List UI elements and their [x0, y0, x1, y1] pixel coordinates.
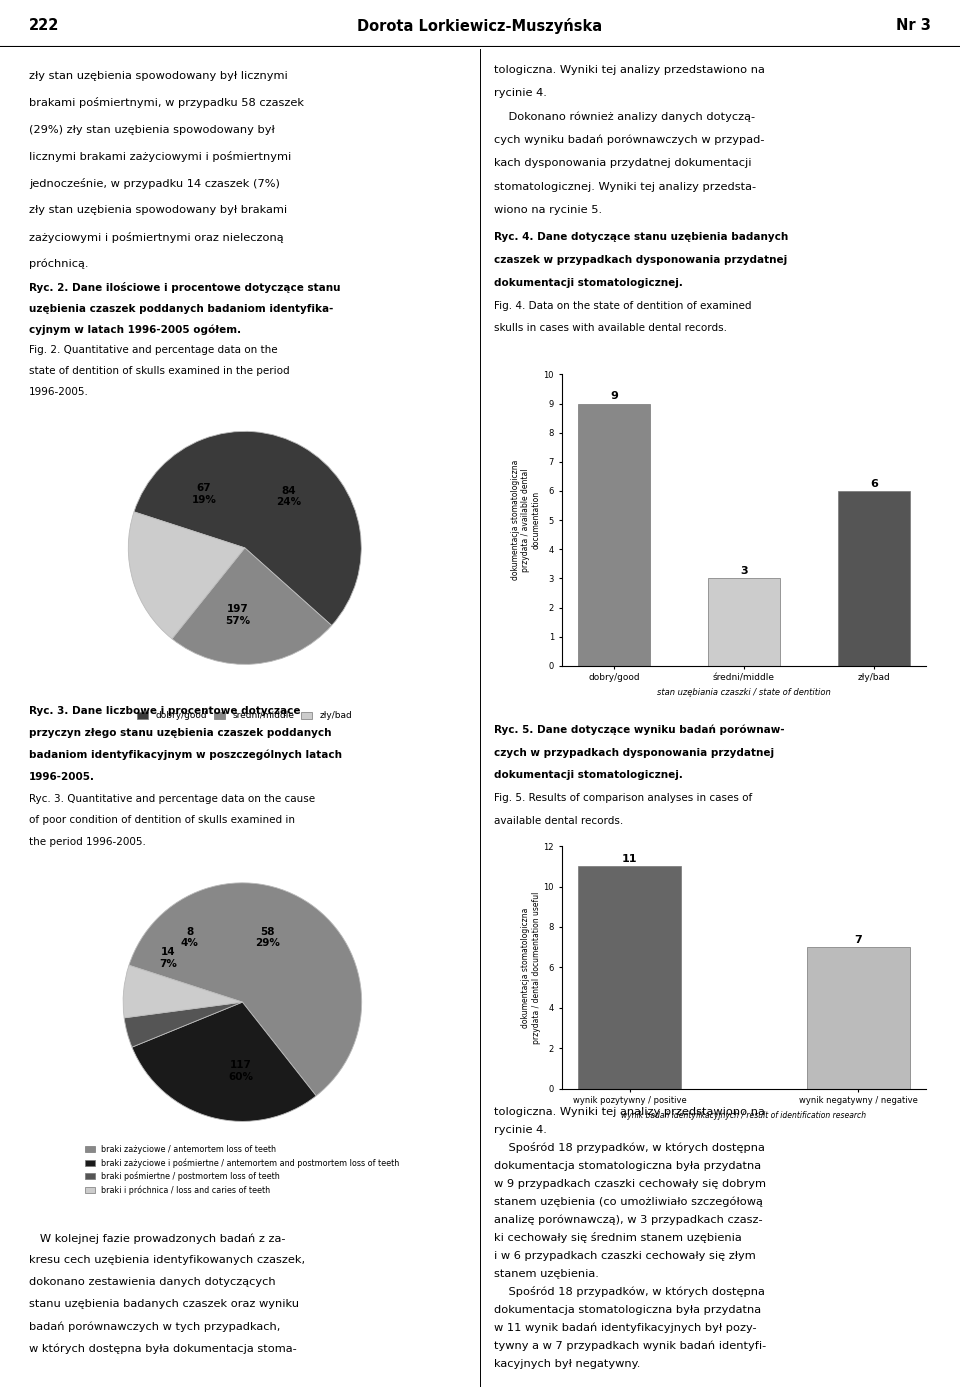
- Text: czych w przypadkach dysponowania przydatnej: czych w przypadkach dysponowania przydat…: [494, 748, 775, 757]
- Text: Fig. 4. Data on the state of dentition of examined: Fig. 4. Data on the state of dentition o…: [494, 301, 752, 311]
- Text: 58
29%: 58 29%: [255, 927, 280, 949]
- Wedge shape: [134, 431, 361, 626]
- Text: brakami pośmiertnymi, w przypadku 58 czaszek: brakami pośmiertnymi, w przypadku 58 cza…: [29, 97, 303, 108]
- Y-axis label: dokumentacja stomatologiczna
przydata / available dental
documentation: dokumentacja stomatologiczna przydata / …: [511, 460, 540, 580]
- Text: stomatologicznej. Wyniki tej analizy przedsta-: stomatologicznej. Wyniki tej analizy prz…: [494, 182, 756, 191]
- Text: available dental records.: available dental records.: [494, 816, 624, 825]
- Text: 84
24%: 84 24%: [276, 485, 301, 508]
- Text: cych wyniku badań porównawczych w przypad-: cych wyniku badań porównawczych w przypa…: [494, 135, 765, 146]
- Text: 9: 9: [610, 391, 618, 401]
- Text: próchnicą.: próchnicą.: [29, 259, 88, 269]
- Text: 3: 3: [740, 566, 748, 576]
- Text: 1996-2005.: 1996-2005.: [29, 387, 88, 397]
- Text: wiono na rycinie 5.: wiono na rycinie 5.: [494, 205, 603, 215]
- Text: tywny a w 7 przypadkach wynik badań identyfi-: tywny a w 7 przypadkach wynik badań iden…: [494, 1341, 767, 1351]
- Text: stanu uzębienia badanych czaszek oraz wyniku: stanu uzębienia badanych czaszek oraz wy…: [29, 1300, 299, 1309]
- Text: dokumentacji stomatologicznej.: dokumentacji stomatologicznej.: [494, 277, 684, 288]
- Text: 67
19%: 67 19%: [191, 483, 216, 505]
- Text: zły stan uzębienia spowodowany był licznymi: zły stan uzębienia spowodowany był liczn…: [29, 71, 288, 80]
- Text: rycinie 4.: rycinie 4.: [494, 89, 547, 98]
- Text: Dorota Lorkiewicz-Muszyńska: Dorota Lorkiewicz-Muszyńska: [357, 18, 603, 33]
- Text: dokumentacja stomatologiczna była przydatna: dokumentacja stomatologiczna była przyda…: [494, 1305, 761, 1315]
- Text: dokumentacja stomatologiczna była przydatna: dokumentacja stomatologiczna była przyda…: [494, 1161, 761, 1171]
- Text: dokumentacji stomatologicznej.: dokumentacji stomatologicznej.: [494, 770, 684, 781]
- Text: skulls in cases with available dental records.: skulls in cases with available dental re…: [494, 323, 728, 333]
- Text: kacyjnych był negatywny.: kacyjnych był negatywny.: [494, 1359, 640, 1369]
- Text: Fig. 5. Results of comparison analyses in cases of: Fig. 5. Results of comparison analyses i…: [494, 793, 753, 803]
- Bar: [807, 947, 910, 1089]
- Wedge shape: [172, 548, 331, 664]
- Bar: [578, 867, 681, 1089]
- Text: tologiczna. Wyniki tej analizy przedstawiono na: tologiczna. Wyniki tej analizy przedstaw…: [494, 1107, 765, 1117]
- Wedge shape: [123, 965, 242, 1018]
- Text: ki cechowały się średnim stanem uzębienia: ki cechowały się średnim stanem uzębieni…: [494, 1233, 742, 1243]
- Text: cyjnym w latach 1996-2005 ogółem.: cyjnym w latach 1996-2005 ogółem.: [29, 325, 241, 334]
- Text: Spośród 18 przypadków, w których dostępna: Spośród 18 przypadków, w których dostępn…: [494, 1143, 765, 1153]
- Text: w 9 przypadkach czaszki cechowały się dobrym: w 9 przypadkach czaszki cechowały się do…: [494, 1179, 766, 1189]
- Bar: [838, 491, 910, 666]
- Text: 14
7%: 14 7%: [159, 947, 178, 970]
- Text: 222: 222: [29, 18, 60, 33]
- Text: of poor condition of dentition of skulls examined in: of poor condition of dentition of skulls…: [29, 816, 295, 825]
- Text: Ryc. 3. Quantitative and percentage data on the cause: Ryc. 3. Quantitative and percentage data…: [29, 793, 315, 803]
- Text: Ryc. 2. Dane ilościowe i procentowe dotyczące stanu: Ryc. 2. Dane ilościowe i procentowe doty…: [29, 283, 340, 293]
- Text: Ryc. 5. Dane dotyczące wyniku badań porównaw-: Ryc. 5. Dane dotyczące wyniku badań poró…: [494, 724, 785, 735]
- Text: Ryc. 4. Dane dotyczące stanu uzębienia badanych: Ryc. 4. Dane dotyczące stanu uzębienia b…: [494, 233, 789, 243]
- Text: stanem uzębienia.: stanem uzębienia.: [494, 1269, 599, 1279]
- Wedge shape: [129, 884, 362, 1096]
- Legend: dobry/good, średni/middle, zły/bad: dobry/good, średni/middle, zły/bad: [133, 707, 356, 724]
- Text: 8
4%: 8 4%: [180, 927, 199, 949]
- Text: W kolejnej fazie prowadzonych badań z za-: W kolejnej fazie prowadzonych badań z za…: [29, 1233, 285, 1244]
- Text: Spośród 18 przypadków, w których dostępna: Spośród 18 przypadków, w których dostępn…: [494, 1287, 765, 1297]
- Text: przyczyn złego stanu uzębienia czaszek poddanych: przyczyn złego stanu uzębienia czaszek p…: [29, 728, 331, 738]
- Text: stanem uzębienia (co umożliwiało szczegółową: stanem uzębienia (co umożliwiało szczegó…: [494, 1197, 763, 1207]
- Text: zażyciowymi i pośmiertnymi oraz nieleczoną: zażyciowymi i pośmiertnymi oraz nieleczo…: [29, 232, 283, 243]
- Text: badaniom identyfikacyjnym w poszczególnych latach: badaniom identyfikacyjnym w poszczególny…: [29, 750, 342, 760]
- Wedge shape: [132, 1001, 316, 1121]
- Text: the period 1996-2005.: the period 1996-2005.: [29, 838, 146, 847]
- Wedge shape: [129, 512, 245, 639]
- Text: rycinie 4.: rycinie 4.: [494, 1125, 547, 1135]
- Text: kach dysponowania przydatnej dokumentacji: kach dysponowania przydatnej dokumentacj…: [494, 158, 752, 168]
- Text: Ryc. 3. Dane liczbowe i procentowe dotyczące: Ryc. 3. Dane liczbowe i procentowe dotyc…: [29, 706, 300, 716]
- Legend: braki zażyciowe / antemortem loss of teeth, braki zażyciowe i pośmiertne / antem: braki zażyciowe / antemortem loss of tee…: [82, 1142, 403, 1198]
- Text: (29%) zły stan uzębienia spowodowany był: (29%) zły stan uzębienia spowodowany był: [29, 125, 275, 135]
- Text: dokonano zestawienia danych dotyczących: dokonano zestawienia danych dotyczących: [29, 1277, 276, 1287]
- Text: Dokonano również analizy danych dotyczą-: Dokonano również analizy danych dotyczą-: [494, 111, 756, 122]
- Text: czaszek w przypadkach dysponowania przydatnej: czaszek w przypadkach dysponowania przyd…: [494, 255, 787, 265]
- Text: badań porównawczych w tych przypadkach,: badań porównawczych w tych przypadkach,: [29, 1320, 280, 1332]
- Text: 1996-2005.: 1996-2005.: [29, 771, 95, 782]
- Text: 7: 7: [854, 935, 862, 945]
- Text: w 11 wynik badań identyfikacyjnych był pozy-: w 11 wynik badań identyfikacyjnych był p…: [494, 1323, 757, 1333]
- Text: Fig. 2. Quantitative and percentage data on the: Fig. 2. Quantitative and percentage data…: [29, 345, 277, 355]
- Text: 6: 6: [870, 479, 878, 488]
- Text: 197
57%: 197 57%: [225, 605, 251, 626]
- Text: i w 6 przypadkach czaszki cechowały się złym: i w 6 przypadkach czaszki cechowały się …: [494, 1251, 756, 1261]
- Bar: [578, 404, 650, 666]
- X-axis label: stan uzębiania czaszki / state of dentition: stan uzębiania czaszki / state of dentit…: [658, 688, 830, 696]
- Text: tologiczna. Wyniki tej analizy przedstawiono na: tologiczna. Wyniki tej analizy przedstaw…: [494, 65, 765, 75]
- Text: zły stan uzębienia spowodowany był brakami: zły stan uzębienia spowodowany był braka…: [29, 205, 287, 215]
- X-axis label: wynik badań identyfikacyjnych / result of identification research: wynik badań identyfikacyjnych / result o…: [621, 1111, 867, 1119]
- Bar: [708, 578, 780, 666]
- Text: analizę porównawczą), w 3 przypadkach czasz-: analizę porównawczą), w 3 przypadkach cz…: [494, 1215, 763, 1225]
- Text: 11: 11: [622, 854, 637, 864]
- Text: licznymi brakami zażyciowymi i pośmiertnymi: licznymi brakami zażyciowymi i pośmiertn…: [29, 151, 291, 162]
- Text: jednocześnie, w przypadku 14 czaszek (7%): jednocześnie, w przypadku 14 czaszek (7%…: [29, 178, 279, 189]
- Wedge shape: [124, 1001, 242, 1047]
- Text: 117
60%: 117 60%: [228, 1061, 253, 1082]
- Y-axis label: dokumentacja stomatologiczna
przydata / dental documentation useful: dokumentacja stomatologiczna przydata / …: [521, 892, 540, 1043]
- Text: Nr 3: Nr 3: [897, 18, 931, 33]
- Text: uzębienia czaszek poddanych badaniom identyfika-: uzębienia czaszek poddanych badaniom ide…: [29, 304, 333, 313]
- Text: w których dostępna była dokumentacja stoma-: w których dostępna była dokumentacja sto…: [29, 1343, 297, 1354]
- Text: kresu cech uzębienia identyfikowanych czaszek,: kresu cech uzębienia identyfikowanych cz…: [29, 1255, 305, 1265]
- Text: state of dentition of skulls examined in the period: state of dentition of skulls examined in…: [29, 366, 289, 376]
